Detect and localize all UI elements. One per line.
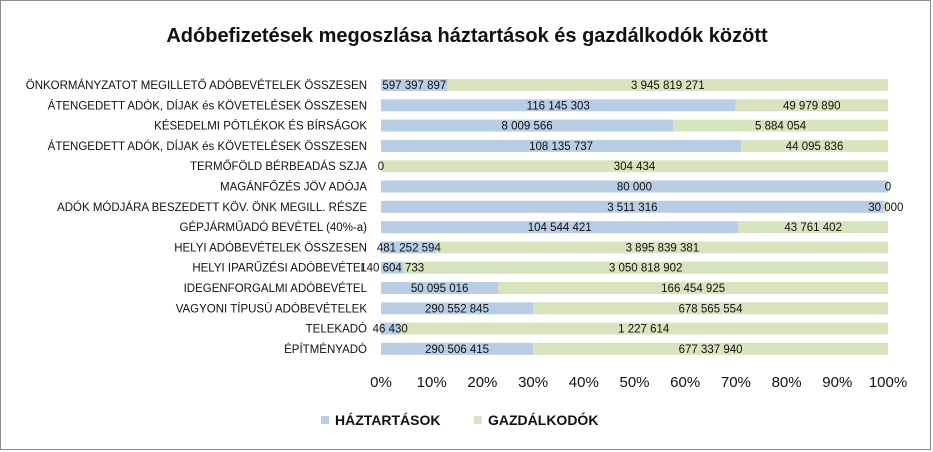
bar-haztartasok: [381, 221, 739, 234]
x-tick-label: 40%: [569, 374, 599, 391]
x-tick-label: 20%: [467, 374, 497, 391]
bar-haztartasok: [381, 79, 448, 91]
category-label: VAGYONI TÍPUSÚ ADÓBEVÉTELEK: [176, 302, 368, 315]
data-label-haztartasok: 290 506 415: [425, 344, 489, 356]
category-label: MAGÁNFŐZÉS JÖV ADÓJA: [220, 180, 367, 194]
data-label-haztartasok: 8 009 566: [502, 121, 553, 133]
bar-gazdalkodok: [399, 322, 888, 335]
data-label-gazdalkodok: 304 434: [614, 161, 656, 173]
category-label: ÁTENGEDETT ADÓK, DÍJAK és KÖVETELÉSEK ÖS…: [48, 99, 367, 112]
data-label-gazdalkodok: 678 565 554: [679, 303, 744, 315]
x-tick-label: 70%: [721, 374, 751, 391]
bar-haztartasok: [381, 99, 736, 112]
bar-haztartasok: [381, 180, 888, 193]
bar-gazdalkodok: [436, 241, 888, 254]
bar-gazdalkodok: [533, 342, 888, 355]
data-label-gazdalkodok: 166 454 925: [661, 283, 725, 295]
data-label-haztartasok: 116 145 303: [527, 100, 590, 112]
category-label: KÉSEDELMI PÓTLÉKOK ÉS BÍRSÁGOK: [154, 120, 367, 133]
bar-gazdalkodok: [673, 119, 888, 132]
x-tick-label: 100%: [869, 374, 907, 391]
data-label-haztartasok: 50 095 016: [411, 283, 469, 295]
category-label: TELEKADÓ: [306, 323, 367, 336]
category-label: ADÓK MÓDJÁRA BESZEDETT KÖV. ÖNK MEGILL. …: [57, 201, 367, 214]
data-label-haztartasok: 104 544 421: [528, 222, 592, 234]
category-label: ÉPÍTMÉNYADÓ: [284, 343, 367, 356]
data-label-gazdalkodok: 1 227 614: [618, 324, 670, 336]
category-label: IDEGENFORGALMI ADÓBEVÉTEL: [184, 282, 368, 295]
data-label-gazdalkodok: 677 337 940: [679, 344, 743, 356]
category-label: ÖNKORMÁNYZATOT MEGILLETŐ ADÓBEVÉTELEK ÖS…: [26, 78, 367, 92]
x-tick-label: 10%: [417, 374, 447, 391]
data-label-gazdalkodok: 49 979 890: [783, 100, 841, 112]
bar-haztartasok: [381, 241, 437, 254]
bar-haztartasok: [381, 119, 674, 132]
bar-gazdalkodok: [447, 79, 888, 91]
bar-haztartasok: [381, 322, 400, 335]
bar-gazdalkodok: [741, 139, 888, 152]
data-label-gazdalkodok: 30 000: [868, 202, 903, 214]
data-label-haztartasok: 46 430: [373, 324, 408, 336]
category-label: HELYI IPARŰZÉSI ADÓBEVÉTEL: [192, 261, 367, 275]
category-label: ÁTENGEDETT ADÓK, DÍJAK és KÖVETELÉSEK ÖS…: [48, 140, 367, 153]
category-label: HELYI ADÓBEVÉTELEK ÖSSZESEN: [174, 241, 367, 254]
x-tick-label: 30%: [518, 374, 548, 391]
bar-gazdalkodok: [735, 99, 888, 112]
bar-gazdalkodok: [883, 200, 888, 213]
data-label-haztartasok: 80 000: [617, 182, 652, 194]
data-label-gazdalkodok: 3 895 839 381: [626, 242, 700, 254]
bar-gazdalkodok: [403, 261, 888, 274]
data-label-gazdalkodok: 43 761 402: [784, 222, 842, 234]
bar-haztartasok: [381, 282, 499, 294]
category-label: GÉPJÁRMŰADÓ BEVÉTEL (40%-a): [180, 220, 368, 234]
data-label-haztartasok: 290 552 845: [425, 303, 489, 315]
legend-label: HÁZTARTÁSOK: [335, 412, 441, 428]
data-label-gazdalkodok: 3 945 819 271: [631, 80, 705, 92]
x-tick-label: 0%: [370, 374, 392, 391]
legend: HÁZTARTÁSOK GAZDÁLKODÓK: [321, 411, 598, 428]
bar-gazdalkodok: [533, 302, 888, 315]
bar-gazdalkodok: [498, 282, 888, 294]
x-tick-label: 80%: [772, 374, 802, 391]
data-label-haztartasok: 481 252 594: [377, 242, 442, 254]
category-label: TERMŐFÖLD BÉRBEADÁS SZJA: [190, 159, 367, 173]
x-tick-label: 90%: [822, 374, 852, 391]
legend-swatch: [321, 416, 329, 424]
chart-title: Adóbefizetések megoszlása háztartások és…: [166, 25, 768, 47]
bar-gazdalkodok: [738, 221, 888, 234]
bars-layer: 597 397 897 3 945 819 271 116 145 303 49 97…: [360, 79, 903, 356]
data-label-haztartasok: 140 604 733: [360, 263, 424, 275]
x-axis-ticks: 0% 10% 20% 30% 40% 50% 60% 70% 80% 90% 100%: [370, 374, 907, 391]
bar-haztartasok: [381, 342, 534, 355]
legend-label: GAZDÁLKODÓK: [488, 411, 598, 428]
data-label-gazdalkodok: 0: [885, 182, 891, 194]
legend-swatch: [474, 416, 482, 424]
bar-haztartasok: [381, 302, 534, 315]
data-label-haztartasok: 3 511 316: [607, 202, 657, 214]
data-label-gazdalkodok: 44 095 836: [786, 141, 844, 153]
data-label-gazdalkodok: 5 884 054: [755, 121, 807, 133]
bar-haztartasok: [381, 200, 884, 213]
x-tick-label: 60%: [670, 374, 700, 391]
data-label-haztartasok: 597 397 897: [382, 80, 446, 92]
category-labels: ÖNKORMÁNYZATOT MEGILLETŐ ADÓBEVÉTELEK ÖS…: [26, 78, 368, 356]
bar-haztartasok: [381, 139, 742, 152]
data-label-gazdalkodok: 3 050 818 902: [609, 263, 683, 275]
data-label-haztartasok: 108 135 737: [529, 141, 593, 153]
x-tick-label: 50%: [619, 374, 649, 391]
bar-haztartasok: [381, 261, 404, 274]
bar-gazdalkodok: [381, 160, 888, 173]
data-label-haztartasok: 0: [378, 161, 384, 173]
